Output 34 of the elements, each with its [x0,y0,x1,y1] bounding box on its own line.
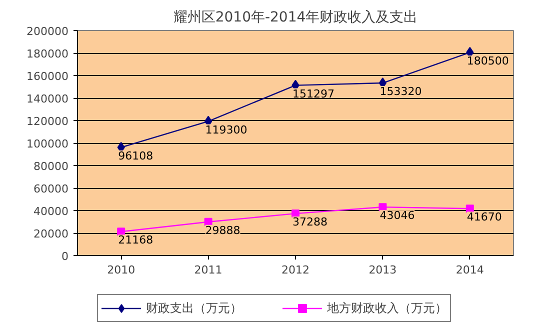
y-tick-label: 180000 [26,48,69,60]
x-tick-label: 2011 [194,264,222,276]
point [378,203,387,212]
data-label: 119300 [205,123,248,136]
y-tick-label: 40000 [34,205,69,218]
y-tick-label: 80000 [34,160,69,173]
point [466,204,474,213]
x-tick-label: 2010 [107,264,136,276]
x-tick-label: 2013 [368,264,397,276]
x-tick-label: 2014 [456,264,484,276]
y-tick-label: 120000 [26,115,69,128]
y-tick-label: 20000 [34,228,69,240]
y-tick-label: 200000 [26,25,69,38]
y-tick-label: 0 [62,250,68,263]
data-label: 41670 [466,210,502,224]
data-label: 96108 [118,149,154,162]
y-tick-label: 60000 [34,182,69,196]
data-label: 43046 [380,209,415,222]
data-label: 37288 [292,216,328,229]
data-label: 151297 [292,87,334,100]
legend-label: 财政支出（万元） [146,300,242,316]
y-tick-label: 100000 [26,138,69,150]
point [204,218,212,226]
data-label: 21168 [118,234,154,247]
chart-title: 耀州区2010年-2014年财政收入及支出 [173,10,418,26]
point [117,228,126,236]
y-tick-label: 140000 [26,92,69,106]
x-tick-label: 2012 [282,264,310,276]
data-label: 29888 [205,224,240,237]
data-label: 153320 [380,85,422,98]
data-label: 180500 [466,54,509,68]
legend-label: 地方财政收入（万元） [327,300,447,316]
y-tick-label: 160000 [26,70,69,83]
point [292,210,300,218]
